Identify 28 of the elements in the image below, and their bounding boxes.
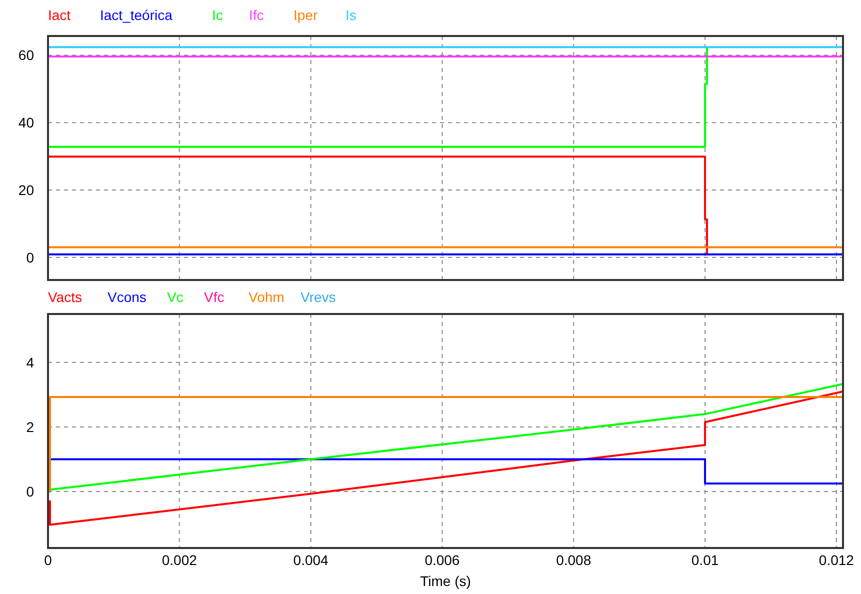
x-tick-label: 0.004 <box>293 552 329 568</box>
x-tick-label: 0.012 <box>818 552 854 568</box>
legend-label: Vfc <box>204 289 224 305</box>
x-tick-label: 0.008 <box>556 552 592 568</box>
line-series <box>48 390 843 526</box>
text: Iper <box>294 7 318 23</box>
y-tick-label: 0 <box>26 249 34 266</box>
x-tick-label: 0.002 <box>162 552 198 568</box>
series-label: Is <box>346 7 356 23</box>
y-tick-label: 0 <box>26 483 34 500</box>
x-tick-label: 0.01 <box>691 552 719 568</box>
x-axis-title: Time (s) <box>420 573 471 589</box>
x-tick-label: 0 <box>44 552 52 568</box>
text: Vohm <box>248 289 284 305</box>
y-tick-label: 4 <box>26 354 34 370</box>
text: Iact_teórica <box>100 7 173 23</box>
y-tick-label: 2 <box>26 418 34 435</box>
x-tick-label: 0.006 <box>424 552 460 568</box>
text: Ifc <box>249 7 264 23</box>
text: Ic <box>212 7 223 23</box>
text: Iact <box>48 7 71 23</box>
text: Vcons <box>108 289 146 305</box>
y-tick-label: 20 <box>18 182 34 198</box>
legend-label: Vrevs <box>300 289 336 305</box>
text: Vc <box>167 289 184 305</box>
y-tick-label: 60 <box>18 47 34 64</box>
y-tick-label: 40 <box>18 114 34 131</box>
text: Vacts <box>48 289 82 305</box>
